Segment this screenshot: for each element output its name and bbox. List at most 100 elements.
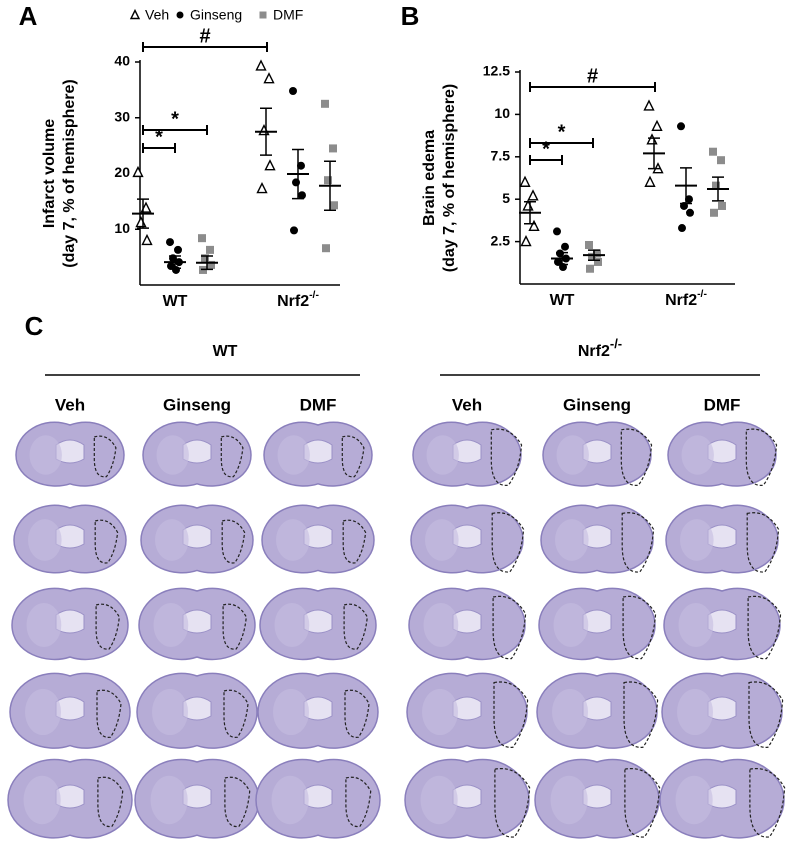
brain-detail bbox=[26, 603, 62, 647]
brain-section bbox=[134, 758, 260, 839]
infarct-outline bbox=[224, 776, 251, 828]
group-label: Nrf2-/- bbox=[578, 336, 622, 360]
point bbox=[166, 238, 174, 247]
point bbox=[651, 119, 663, 131]
error-bar bbox=[648, 137, 660, 170]
brain-detail bbox=[277, 435, 310, 475]
panel-letter: A bbox=[19, 1, 38, 31]
point bbox=[528, 219, 540, 232]
brain-detail bbox=[423, 603, 459, 647]
brain-section bbox=[665, 504, 780, 574]
brain-detail bbox=[29, 435, 62, 475]
point bbox=[717, 156, 725, 165]
point bbox=[258, 124, 270, 136]
brain-section bbox=[136, 672, 258, 749]
brain-detail bbox=[182, 784, 212, 809]
infarct-outline bbox=[222, 603, 247, 650]
brain-detail bbox=[274, 603, 310, 647]
error-bar bbox=[588, 249, 600, 262]
point bbox=[561, 242, 569, 251]
infarct-outline bbox=[94, 519, 119, 564]
brain-detail bbox=[582, 609, 612, 634]
brain-section bbox=[667, 421, 778, 487]
infarct-outline bbox=[747, 595, 782, 660]
point bbox=[322, 244, 330, 253]
brain-detail bbox=[303, 609, 333, 634]
brain-detail bbox=[303, 524, 333, 549]
point bbox=[519, 175, 531, 187]
brain-detail bbox=[681, 435, 714, 475]
brain-detail bbox=[182, 696, 212, 721]
brain-detail bbox=[452, 439, 482, 464]
y-tick-label: 12.5 bbox=[483, 63, 510, 79]
significance-bracket bbox=[142, 143, 176, 153]
infarct-outline bbox=[341, 435, 365, 478]
infarct-outline bbox=[345, 776, 372, 828]
point bbox=[718, 201, 726, 210]
infarct-outline bbox=[490, 428, 523, 486]
group-label: Nrf2-/- bbox=[277, 290, 319, 310]
significance-label: * bbox=[558, 121, 566, 143]
group-name: Nrf2 bbox=[578, 343, 610, 360]
group-label: WT bbox=[163, 293, 188, 310]
group-name: WT bbox=[213, 343, 238, 360]
group-label: WT bbox=[550, 292, 575, 309]
brain-section bbox=[406, 672, 529, 749]
point bbox=[129, 8, 141, 20]
brain-detail bbox=[582, 696, 612, 721]
y-tick-label: 20 bbox=[114, 164, 130, 180]
point bbox=[685, 195, 693, 204]
point bbox=[174, 245, 182, 254]
infarct-outline bbox=[97, 776, 124, 828]
point bbox=[329, 144, 337, 153]
brain-section bbox=[255, 758, 381, 839]
infarct-outline bbox=[491, 512, 525, 573]
column-label: Ginseng bbox=[163, 395, 231, 414]
point bbox=[586, 264, 594, 273]
brain-detail bbox=[425, 519, 459, 561]
brain-detail bbox=[707, 609, 737, 634]
brain-detail bbox=[680, 519, 714, 561]
brain-detail bbox=[678, 603, 714, 647]
infarct-outline bbox=[745, 428, 778, 486]
infarct-outline bbox=[493, 681, 529, 748]
infarct-outline bbox=[220, 435, 244, 478]
point bbox=[206, 245, 214, 254]
point bbox=[135, 215, 147, 228]
significance-label: * bbox=[171, 108, 179, 130]
error-bar bbox=[680, 167, 692, 205]
column-label: Veh bbox=[55, 395, 85, 414]
brain-detail bbox=[273, 688, 309, 736]
brain-detail bbox=[553, 603, 589, 647]
infarct-outline bbox=[748, 681, 784, 748]
brain-section bbox=[412, 421, 523, 487]
point bbox=[646, 133, 658, 145]
brain-section bbox=[542, 421, 653, 487]
point bbox=[259, 11, 267, 19]
significance-bracket bbox=[529, 138, 594, 148]
brain-detail bbox=[707, 696, 737, 721]
error-bar bbox=[524, 200, 536, 225]
brain-detail bbox=[182, 439, 212, 464]
brain-detail bbox=[420, 775, 458, 825]
brain-section bbox=[540, 504, 655, 574]
infarct-outline bbox=[621, 512, 655, 573]
brain-detail bbox=[426, 435, 459, 475]
y-axis-title: (day 7, % of hemisphere) bbox=[441, 84, 458, 273]
brain-section bbox=[659, 758, 786, 839]
error-bar bbox=[169, 255, 181, 270]
point bbox=[172, 265, 180, 274]
brain-detail bbox=[707, 784, 737, 809]
brain-detail bbox=[303, 439, 333, 464]
brain-detail bbox=[707, 439, 737, 464]
brain-detail bbox=[582, 524, 612, 549]
brain-detail bbox=[556, 435, 589, 475]
y-axis-title: (day 7, % of hemisphere) bbox=[61, 79, 78, 268]
group-superscript: -/- bbox=[309, 290, 319, 301]
brain-detail bbox=[452, 524, 482, 549]
infarct-outline bbox=[223, 689, 249, 738]
infarct-outline bbox=[622, 595, 657, 660]
point bbox=[255, 59, 267, 71]
column-label: DMF bbox=[300, 395, 337, 414]
point bbox=[297, 161, 305, 170]
